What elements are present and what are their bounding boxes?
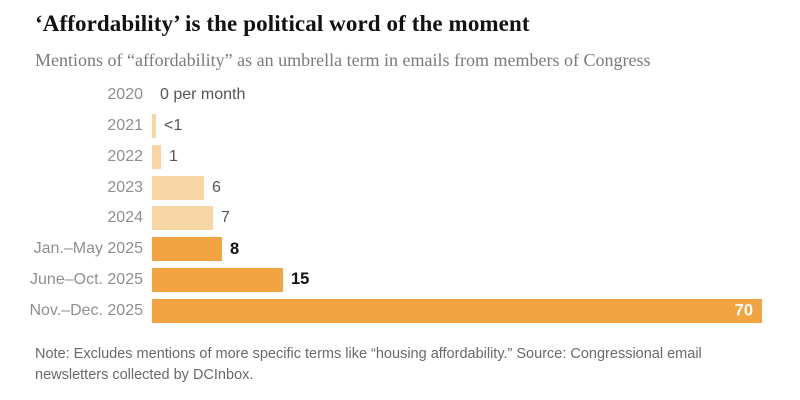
bar-area: 6 <box>152 172 773 203</box>
value-label: 70 <box>734 301 753 320</box>
bar <box>152 206 213 231</box>
page-title: ‘Affordability’ is the political word of… <box>35 11 530 36</box>
bar-area: 8 <box>152 234 773 265</box>
bar-area: <1 <box>152 111 773 142</box>
bar-chart: 2020 0 per month 2021 <1 2022 1 2023 6 2024 7 Jan.… <box>27 80 773 326</box>
category-label: 2020 <box>107 86 143 104</box>
bar-area: 1 <box>152 142 773 173</box>
chart-row: 2021 <1 <box>27 111 773 142</box>
chart-row: June–Oct. 2025 15 <box>27 265 773 296</box>
bar-area: 0 per month <box>152 80 773 111</box>
bar-area: 7 <box>152 203 773 234</box>
category-label: 2023 <box>107 178 143 196</box>
value-label: 7 <box>221 209 230 227</box>
bar <box>152 175 204 200</box>
category-label: 2022 <box>107 147 143 165</box>
bar <box>152 144 161 169</box>
chart-row: Nov.–Dec. 2025 70 <box>27 295 773 326</box>
value-label: 15 <box>291 270 310 289</box>
chart-row: 2024 7 <box>27 203 773 234</box>
value-label: <1 <box>164 117 183 135</box>
category-label: Jan.–May 2025 <box>33 240 143 258</box>
bar-area: 70 <box>152 295 773 326</box>
chart-row: 2020 0 per month <box>27 80 773 111</box>
bar: 70 <box>152 298 762 323</box>
chart-row: 2022 1 <box>27 142 773 173</box>
bar-area: 15 <box>152 265 773 296</box>
value-label: 1 <box>169 147 178 165</box>
value-label: 6 <box>212 178 221 196</box>
chart-subtitle: Mentions of “affordability” as an umbrel… <box>35 50 651 70</box>
value-label: 8 <box>230 239 240 258</box>
category-label: Nov.–Dec. 2025 <box>29 301 143 319</box>
chart-row: 2023 6 <box>27 172 773 203</box>
bar <box>152 237 222 262</box>
chart-row: Jan.–May 2025 8 <box>27 234 773 265</box>
category-label: 2021 <box>107 117 143 135</box>
bar <box>152 267 283 292</box>
category-label: 2024 <box>107 209 143 227</box>
source-note: Note: Excludes mentions of more specific… <box>35 346 702 384</box>
bar <box>152 114 156 139</box>
category-label: June–Oct. 2025 <box>30 270 143 288</box>
value-label: 0 per month <box>160 86 246 104</box>
